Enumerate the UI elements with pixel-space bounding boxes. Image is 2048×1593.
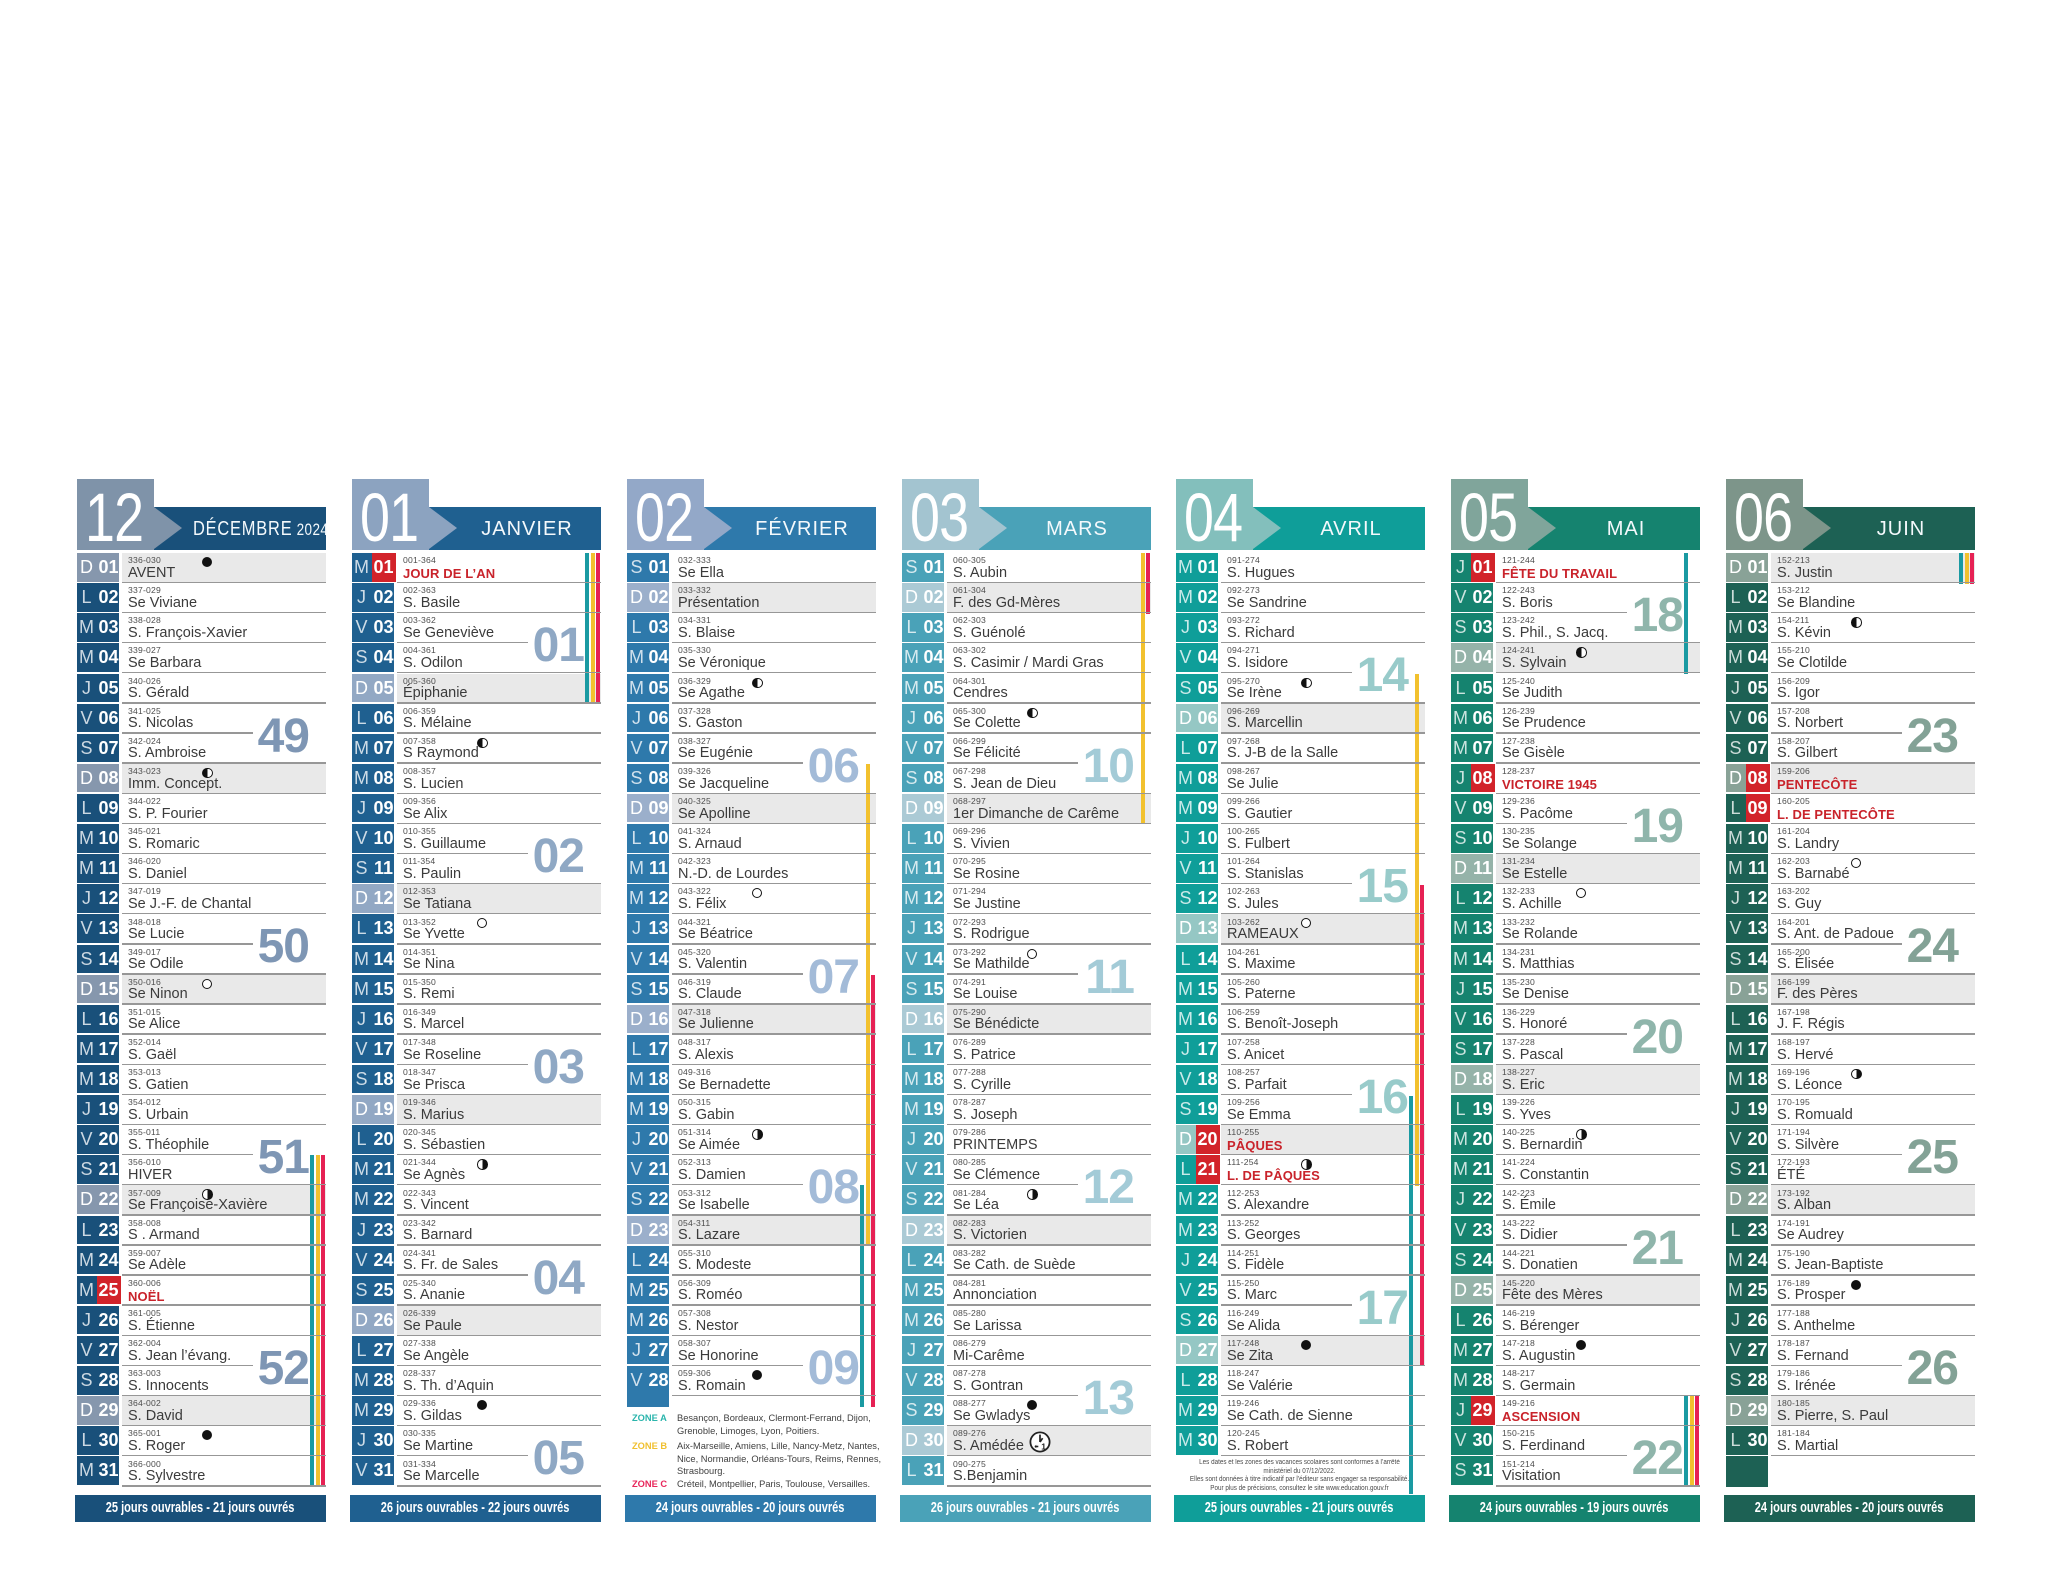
svg-text:1: 1 <box>1041 1441 1046 1451</box>
